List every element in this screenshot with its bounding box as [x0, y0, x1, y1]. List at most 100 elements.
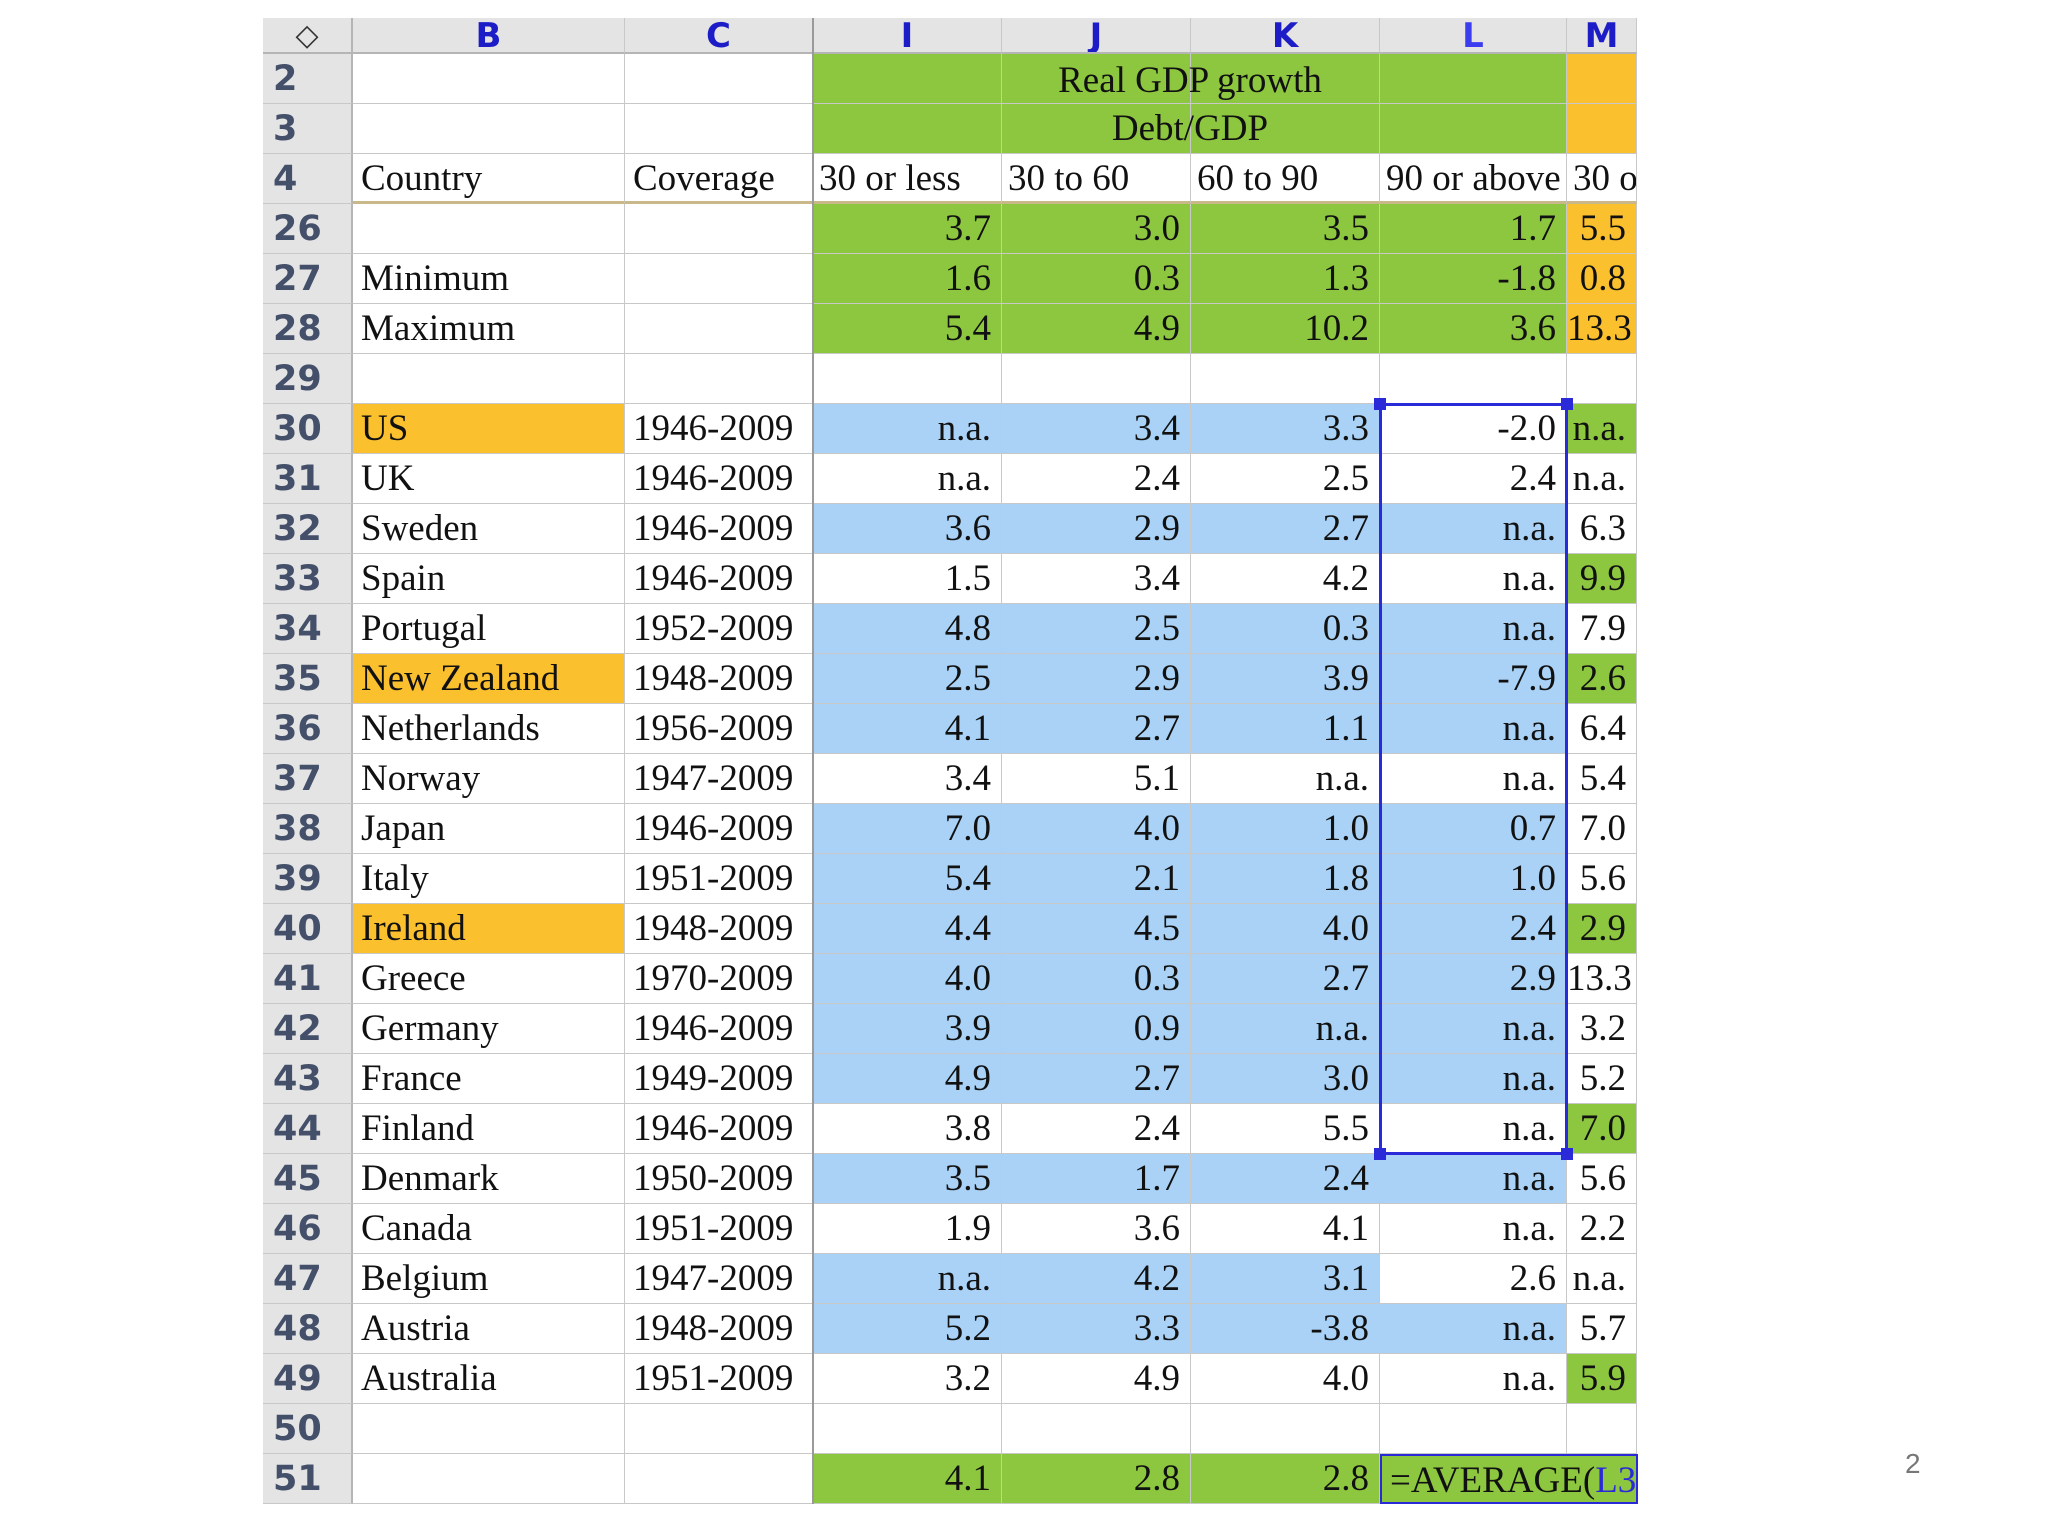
coverage-years[interactable]: 1951-2009 [625, 1354, 813, 1404]
growth-value[interactable]: 13.3 [1567, 954, 1637, 1004]
empty-cell[interactable] [625, 1454, 813, 1504]
empty-cell[interactable] [1002, 1404, 1191, 1454]
row-header-51[interactable]: 51 [263, 1454, 353, 1504]
growth-value[interactable]: 3.3 [1002, 1304, 1191, 1354]
country-name[interactable]: New Zealand [353, 654, 625, 704]
growth-value[interactable]: 3.4 [1002, 554, 1191, 604]
growth-value[interactable]: 1.9 [813, 1204, 1002, 1254]
growth-value[interactable]: 4.1 [813, 704, 1002, 754]
growth-value[interactable]: 9.9 [1567, 554, 1637, 604]
growth-value[interactable]: n.a. [1567, 454, 1637, 504]
growth-value[interactable]: 2.9 [1002, 654, 1191, 704]
growth-value[interactable]: 7.0 [1567, 1104, 1637, 1154]
empty-cell[interactable] [625, 354, 813, 404]
country-name[interactable]: Canada [353, 1204, 625, 1254]
growth-value[interactable]: 2.4 [1002, 454, 1191, 504]
average-value[interactable]: 4.1 [813, 1454, 1002, 1504]
growth-value[interactable]: 1.5 [813, 554, 1002, 604]
empty-cell[interactable] [1380, 354, 1567, 404]
country-name[interactable]: Austria [353, 1304, 625, 1354]
growth-value[interactable]: n.a. [1380, 554, 1567, 604]
coverage-years[interactable]: 1952-2009 [625, 604, 813, 654]
growth-value[interactable]: 4.2 [1002, 1254, 1191, 1304]
growth-value[interactable]: 3.4 [813, 754, 1002, 804]
empty-cell[interactable] [625, 1404, 813, 1454]
growth-value[interactable]: 3.8 [813, 1104, 1002, 1154]
country-name[interactable]: Belgium [353, 1254, 625, 1304]
selection-resize-handle[interactable] [1561, 398, 1573, 410]
growth-value[interactable]: n.a. [1380, 604, 1567, 654]
cell-coverage[interactable] [625, 204, 813, 254]
debt-bin-header[interactable]: 30 or less [1567, 154, 1637, 204]
row-header[interactable]: 31 [263, 454, 353, 504]
row-header[interactable]: 41 [263, 954, 353, 1004]
growth-value[interactable]: 2.4 [1380, 904, 1567, 954]
row-header[interactable]: 37 [263, 754, 353, 804]
growth-value[interactable]: 4.0 [1191, 904, 1380, 954]
coverage-years[interactable]: 1956-2009 [625, 704, 813, 754]
growth-value[interactable]: 3.4 [1002, 404, 1191, 454]
country-name[interactable]: Greece [353, 954, 625, 1004]
cell-group-header[interactable] [813, 54, 1002, 104]
growth-value[interactable]: 2.4 [1380, 454, 1567, 504]
column-header-c[interactable]: C [625, 18, 813, 54]
growth-value[interactable]: 3.1 [1191, 1254, 1380, 1304]
growth-value[interactable]: 5.2 [813, 1304, 1002, 1354]
growth-value[interactable]: 2.4 [1002, 1104, 1191, 1154]
row-header[interactable]: 39 [263, 854, 353, 904]
growth-value[interactable]: 5.7 [1567, 1304, 1637, 1354]
growth-value[interactable]: n.a. [813, 454, 1002, 504]
cell-group-header[interactable] [1380, 104, 1567, 154]
growth-value[interactable]: n.a. [1380, 1154, 1567, 1204]
country-name[interactable]: Finland [353, 1104, 625, 1154]
growth-value[interactable]: 1.0 [1191, 804, 1380, 854]
growth-value[interactable]: 1.8 [1191, 854, 1380, 904]
growth-value[interactable]: 4.8 [813, 604, 1002, 654]
row-header[interactable]: 46 [263, 1204, 353, 1254]
row-header[interactable]: 32 [263, 504, 353, 554]
summary-value[interactable]: 13.3 [1567, 304, 1637, 354]
formula-edit-cell[interactable]: =AVERAGE(L30:L44) [1380, 1454, 1638, 1504]
growth-value[interactable]: 0.7 [1380, 804, 1567, 854]
growth-value[interactable]: 6.4 [1567, 704, 1637, 754]
row-header[interactable]: 36 [263, 704, 353, 754]
growth-value[interactable]: 2.5 [813, 654, 1002, 704]
row-header-50[interactable]: 50 [263, 1404, 353, 1454]
coverage-years[interactable]: 1946-2009 [625, 404, 813, 454]
coverage-years[interactable]: 1948-2009 [625, 654, 813, 704]
row-header-4[interactable]: 4 [263, 154, 353, 204]
growth-value[interactable]: 4.2 [1191, 554, 1380, 604]
cell-c2[interactable] [625, 54, 813, 104]
growth-value[interactable]: 5.6 [1567, 854, 1637, 904]
growth-value[interactable]: 2.2 [1567, 1204, 1637, 1254]
growth-value[interactable]: 4.0 [1002, 804, 1191, 854]
column-header-l[interactable]: L [1380, 18, 1567, 54]
row-header[interactable]: 44 [263, 1104, 353, 1154]
coverage-header[interactable]: Coverage [625, 154, 813, 204]
summary-value[interactable]: -1.8 [1380, 254, 1567, 304]
column-header-i[interactable]: I [813, 18, 1002, 54]
cell-c3[interactable] [625, 104, 813, 154]
growth-value[interactable]: 5.4 [813, 854, 1002, 904]
growth-value[interactable]: 0.3 [1191, 604, 1380, 654]
row-header[interactable]: 33 [263, 554, 353, 604]
cell-group-header[interactable] [1002, 54, 1191, 104]
summary-value[interactable]: 1.7 [1380, 204, 1567, 254]
country-name[interactable]: Ireland [353, 904, 625, 954]
growth-value[interactable]: -2.0 [1380, 404, 1567, 454]
coverage-years[interactable]: 1970-2009 [625, 954, 813, 1004]
summary-value[interactable]: 3.5 [1191, 204, 1380, 254]
debt-bin-header[interactable]: 60 to 90 [1191, 154, 1380, 204]
summary-label[interactable]: Maximum [353, 304, 625, 354]
growth-value[interactable]: 1.1 [1191, 704, 1380, 754]
summary-value[interactable]: 5.4 [813, 304, 1002, 354]
row-header[interactable]: 43 [263, 1054, 353, 1104]
selection-resize-handle[interactable] [1374, 1148, 1386, 1160]
growth-value[interactable]: 2.7 [1002, 1054, 1191, 1104]
growth-value[interactable]: n.a. [1380, 704, 1567, 754]
country-name[interactable]: Australia [353, 1354, 625, 1404]
country-name[interactable]: UK [353, 454, 625, 504]
column-header-k[interactable]: K [1191, 18, 1380, 54]
country-name[interactable]: US [353, 404, 625, 454]
summary-value[interactable]: 10.2 [1191, 304, 1380, 354]
